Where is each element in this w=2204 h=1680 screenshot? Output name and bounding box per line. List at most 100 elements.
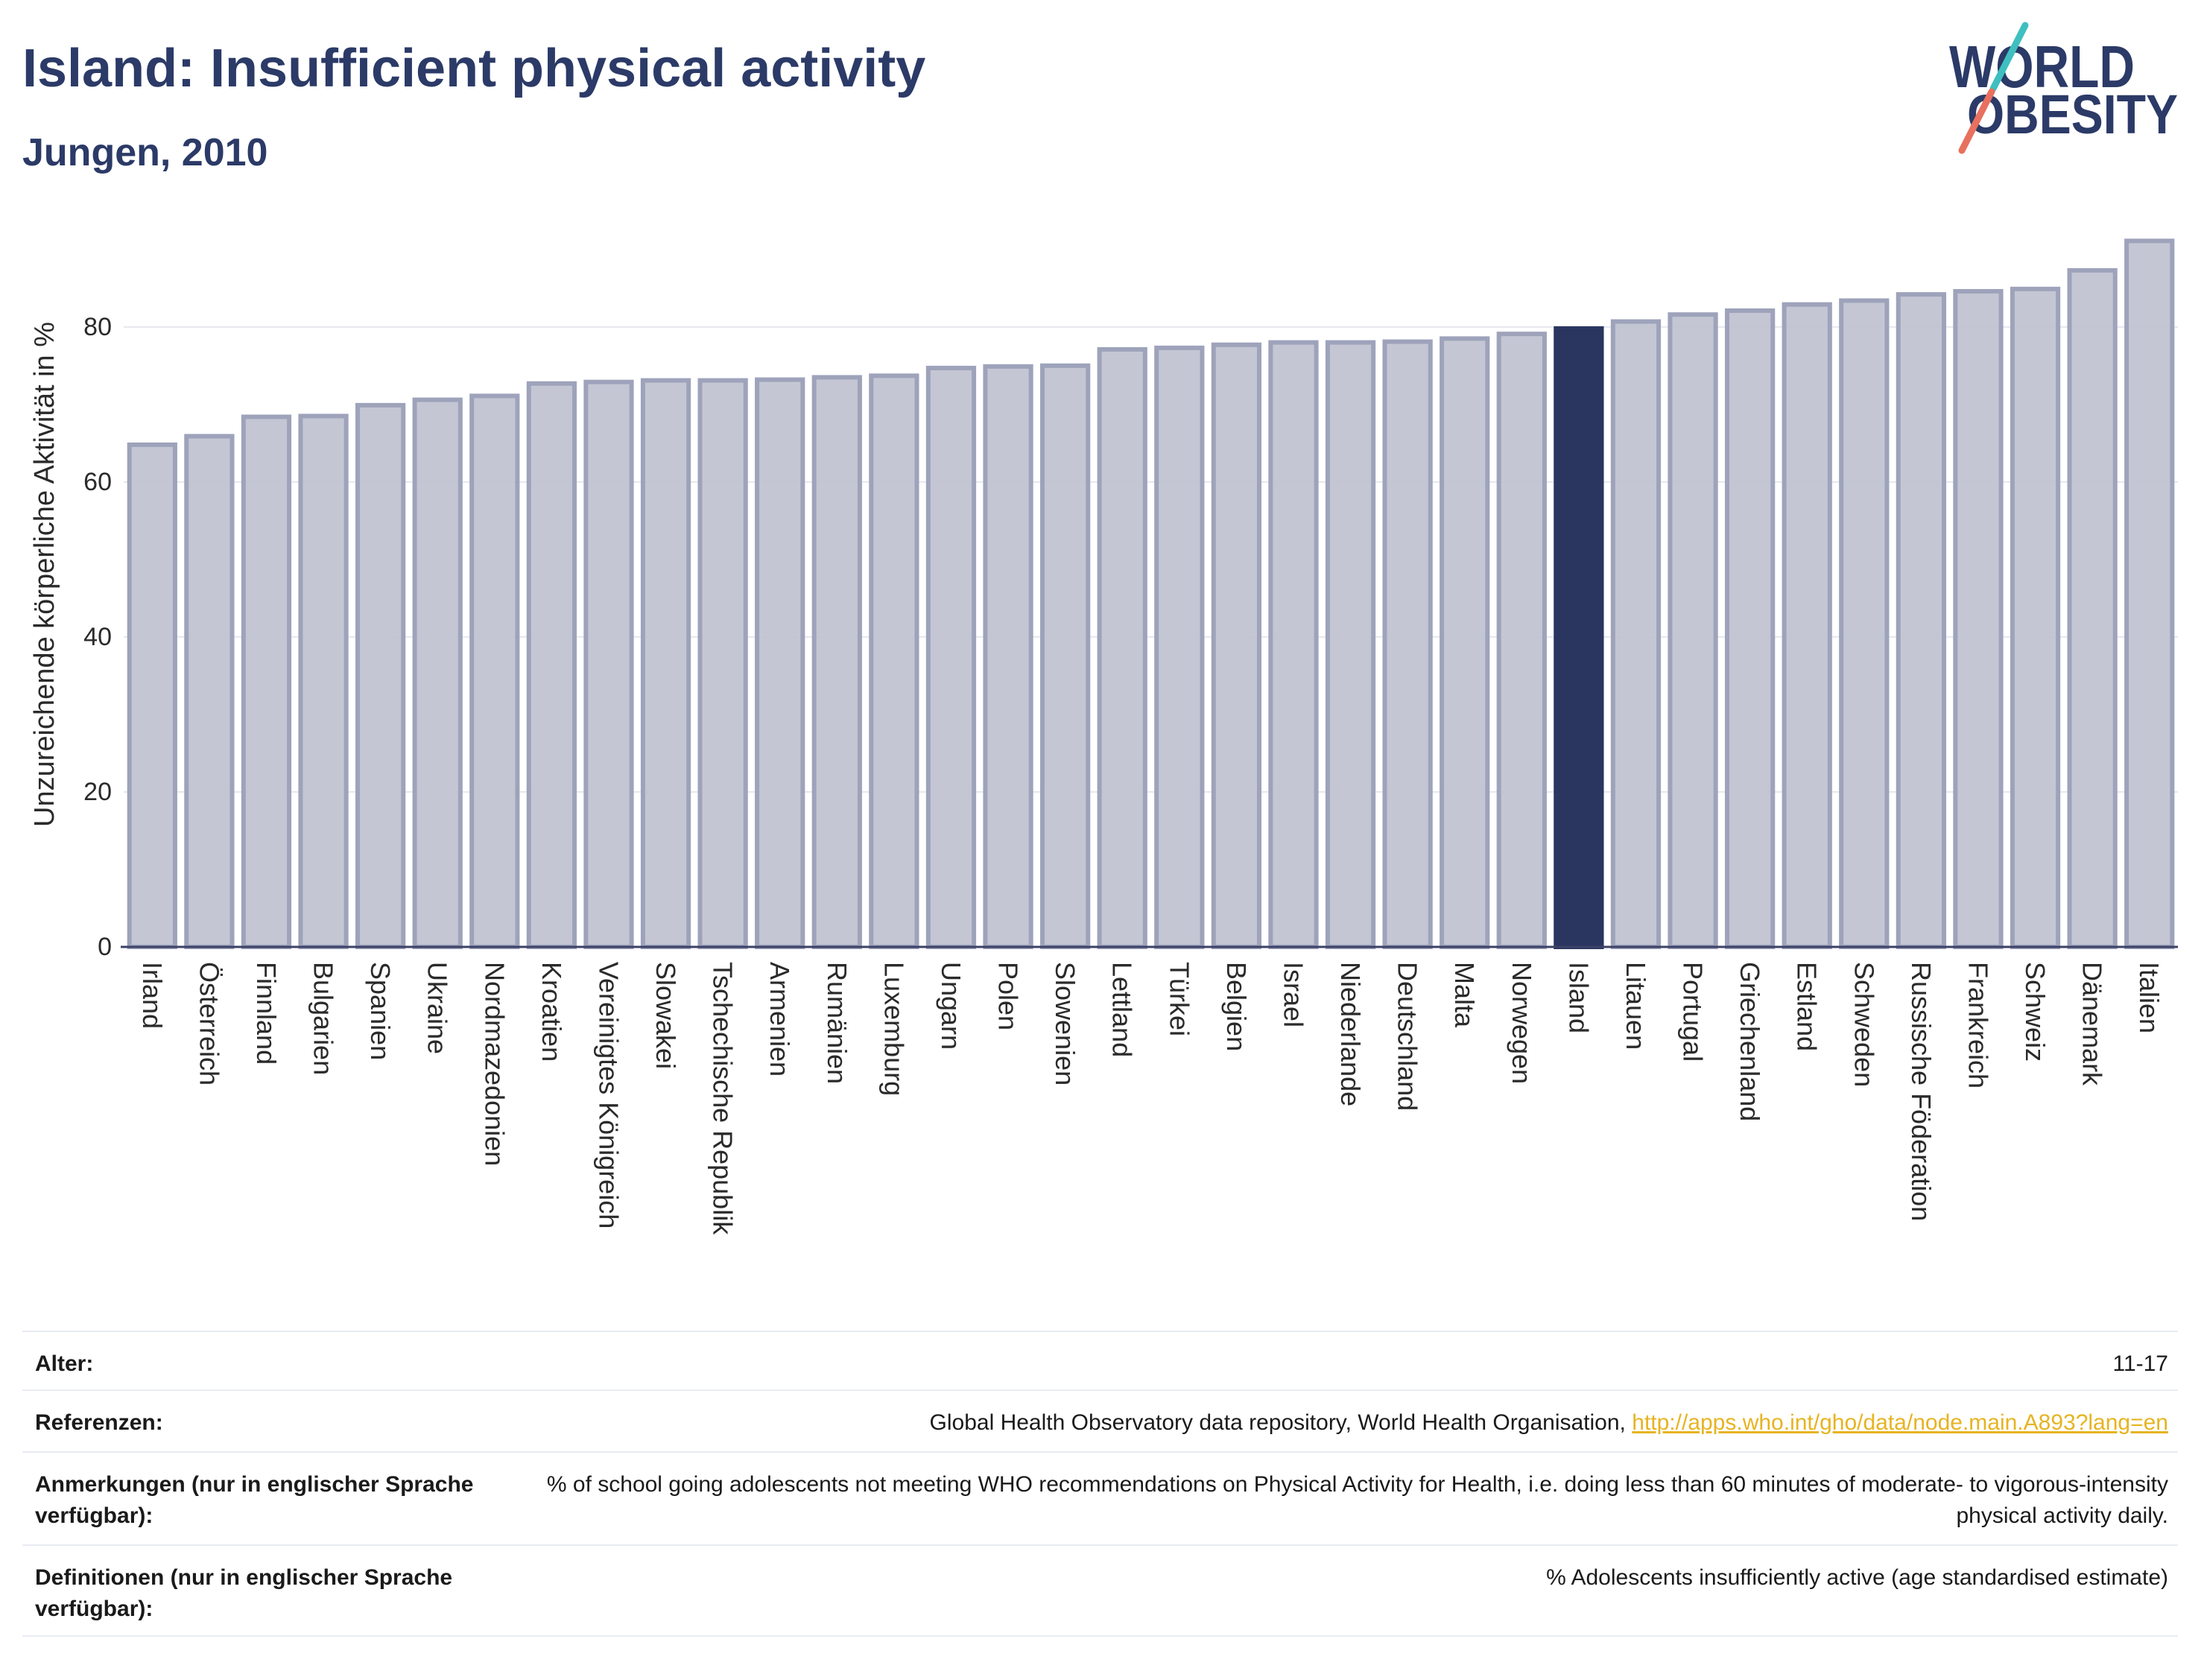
info-row-references: Referenzen: Global Health Observatory da…: [22, 1391, 2178, 1453]
logo-slash-coral-icon: [1958, 88, 1995, 154]
bar-armenien: [755, 377, 805, 950]
bar-niederlande: [1325, 340, 1376, 949]
bar-osterreich: [184, 434, 235, 949]
references-source-text: Global Health Observatory data repositor…: [929, 1410, 1626, 1435]
x-tick-label-spanien: Spanien: [365, 962, 396, 1060]
world-obesity-logo: WORLD OBESITY: [1949, 22, 2178, 154]
bar-schweiz: [2010, 286, 2061, 950]
x-tick-label-irland: Irland: [137, 962, 168, 1029]
x-tick-label-portugal: Portugal: [1678, 962, 1709, 1062]
page-subtitle: Jungen, 2010: [22, 131, 268, 174]
x-tick-label-ukraine: Ukraine: [422, 962, 453, 1054]
bars: [127, 238, 2175, 950]
x-tick-label-polen: Polen: [993, 962, 1024, 1030]
x-axis-ticks: Irland Österreich Finnland Bulgarien Spanien…: [137, 962, 2165, 1235]
definitions-label: Definitionen (nur in englischer Sprache …: [35, 1565, 453, 1621]
bar-nordmazedonien: [469, 393, 520, 949]
bar-danemark: [2067, 267, 2118, 950]
x-tick-label-rumanien: Rumänien: [822, 962, 852, 1084]
x-tick-label-schweden: Schweden: [1849, 962, 1879, 1087]
x-tick-label-armenien: Armenien: [764, 962, 795, 1077]
x-tick-label-italien: Italien: [2134, 962, 2165, 1033]
bar-frankreich: [1953, 288, 2004, 950]
bar-portugal: [1668, 312, 1718, 949]
bar-litauen: [1610, 319, 1662, 950]
bar-turkei: [1154, 345, 1205, 950]
bar-ukraine: [412, 397, 463, 950]
bar-slowenien: [1039, 363, 1091, 949]
logo-slash-teal-icon: [1989, 22, 2029, 92]
x-tick-label-tschechische-republik: Tschechische Republik: [708, 962, 738, 1235]
x-tick-label-frankreich: Frankreich: [1963, 962, 1993, 1088]
bar-deutschland: [1382, 339, 1433, 949]
y-tick-label: 0: [98, 933, 112, 961]
bar-griechenland: [1724, 308, 1776, 950]
x-tick-label-litauen: Litauen: [1621, 962, 1651, 1050]
age-label: Alter:: [35, 1351, 94, 1376]
x-tick-label-deutschland: Deutschland: [1393, 962, 1423, 1111]
x-tick-label-turkei: Türkei: [1164, 962, 1194, 1036]
y-tick-label: 60: [83, 468, 112, 496]
bar-schweden: [1839, 298, 1890, 950]
logo-word-world: WORLD: [1949, 34, 2135, 100]
references-label: Referenzen:: [35, 1410, 163, 1435]
bar-estland: [1782, 302, 1832, 949]
y-axis-ticks: 0 20 40 60 80: [83, 313, 112, 961]
info-row-age: Alter: 11-17: [22, 1332, 2178, 1391]
x-tick-label-kroatien: Kroatien: [536, 962, 567, 1062]
x-tick-label-nordmazedonien: Nordmazedonien: [479, 962, 510, 1166]
references-value: Global Health Observatory data repositor…: [527, 1407, 2168, 1439]
x-tick-label-russische-foderation: Russische Föderation: [1906, 962, 1937, 1221]
bar-vereinigtes-konigreich: [583, 379, 634, 949]
x-tick-label-israel: Israel: [1278, 962, 1308, 1027]
x-tick-label-belgien: Belgien: [1221, 962, 1252, 1051]
bar-lettland: [1097, 346, 1147, 950]
info-table: Alter: 11-17 Referenzen: Global Health O…: [22, 1331, 2178, 1637]
page-title: Island: Insufficient physical activity: [22, 39, 926, 98]
x-tick-label-slowenien: Slowenien: [1050, 962, 1080, 1085]
x-tick-label-schweiz: Schweiz: [2020, 962, 2051, 1062]
bar-island: [1554, 326, 1604, 950]
bar-israel: [1268, 340, 1319, 949]
bar-finnland: [241, 414, 292, 949]
bar-italien: [2124, 238, 2175, 950]
bar-kroatien: [526, 381, 577, 949]
x-tick-label-estland: Estland: [1792, 962, 1823, 1051]
y-tick-label: 40: [83, 623, 112, 651]
x-tick-label-danemark: Dänemark: [2077, 962, 2108, 1086]
bar-slowakei: [640, 378, 691, 950]
x-tick-label-norwegen: Norwegen: [1507, 962, 1537, 1084]
x-tick-label-vereinigtes-konigreich: Vereinigtes Königreich: [593, 962, 624, 1229]
age-value: 11-17: [2112, 1351, 2168, 1376]
bar-russische-foderation: [1896, 292, 1947, 949]
bar-tschechische-republik: [697, 378, 748, 950]
notes-label: Anmerkungen (nur in englischer Sprache v…: [35, 1472, 474, 1528]
bar-belgien: [1211, 342, 1262, 949]
y-tick-label: 80: [83, 313, 112, 341]
notes-value: % of school going adolescents not meetin…: [546, 1472, 2168, 1528]
x-tick-label-bulgarien: Bulgarien: [308, 962, 339, 1075]
bar-norwegen: [1496, 332, 1547, 949]
x-tick-label-lettland: Lettland: [1107, 962, 1138, 1057]
bar-luxemburg: [869, 373, 919, 949]
info-row-definitions: Definitionen (nur in englischer Sprache …: [22, 1546, 2178, 1637]
y-axis-title: Unzureichende körperliche Aktivität in %: [29, 322, 60, 827]
bar-malta: [1440, 336, 1490, 950]
bar-spanien: [355, 402, 406, 949]
bar-bulgarien: [298, 413, 349, 949]
x-tick-label-finnland: Finnland: [251, 962, 282, 1065]
x-tick-label-griechenland: Griechenland: [1735, 962, 1765, 1121]
x-tick-label-island: Island: [1563, 962, 1594, 1033]
gridlines: [124, 326, 2178, 793]
references-link[interactable]: http://apps.who.int/gho/data/node.main.A…: [1632, 1410, 2168, 1435]
bar-rumanien: [811, 375, 862, 949]
definitions-value: % Adolescents insufficiently active (age…: [1546, 1565, 2168, 1590]
x-tick-label-malta: Malta: [1449, 962, 1480, 1028]
x-tick-label-slowakei: Slowakei: [650, 962, 681, 1069]
logo-word-obesity: OBESITY: [1967, 83, 2178, 145]
y-tick-label: 20: [83, 778, 112, 806]
bar-irland: [127, 442, 177, 949]
x-tick-label-luxemburg: Luxemburg: [878, 962, 909, 1096]
x-tick-label-niederlande: Niederlande: [1335, 962, 1366, 1106]
x-tick-label-ungarn: Ungarn: [936, 962, 966, 1050]
